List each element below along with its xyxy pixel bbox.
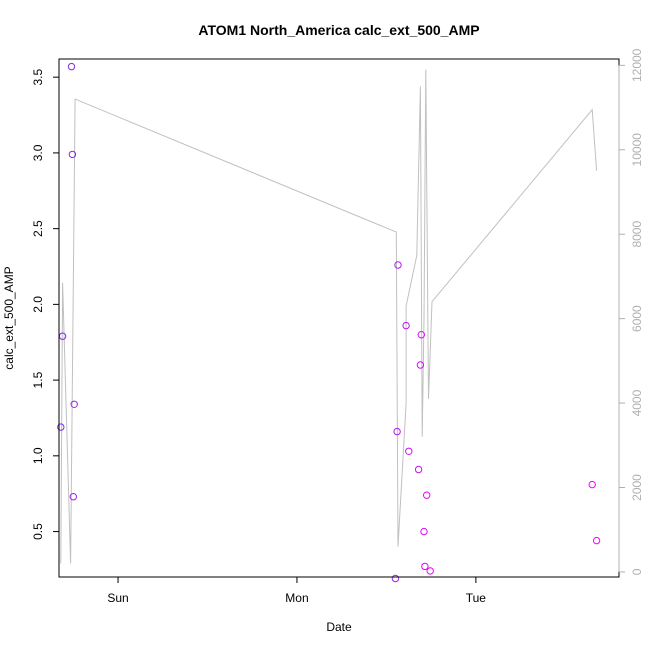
y2-tick-label: 2000 — [630, 474, 644, 501]
x-axis: Sun Mon Tue — [107, 576, 487, 605]
y-tick-label: 3.0 — [31, 144, 45, 161]
y-tick-label: 2.5 — [31, 220, 45, 237]
data-point — [423, 491, 431, 499]
x-tick-label: Sun — [107, 591, 128, 605]
data-point — [402, 321, 410, 330]
y-tick-label: 0.5 — [31, 523, 45, 540]
data-point — [68, 150, 77, 159]
data-point — [391, 574, 400, 583]
data-point — [426, 567, 434, 575]
chart-title: ATOM1 North_America calc_ext_500_AMP — [198, 22, 479, 38]
data-point — [57, 423, 65, 431]
data-point — [69, 493, 78, 501]
data-point — [592, 536, 601, 545]
data-point — [394, 261, 402, 269]
data-point — [421, 562, 429, 571]
y-tick-label: 1.0 — [31, 447, 45, 464]
y-tick-label: 3.5 — [31, 69, 45, 86]
y-axis-left: 0.5 1.0 1.5 2.0 2.5 3.0 3.5 — [31, 69, 60, 540]
data-point — [414, 465, 423, 474]
data-point — [588, 480, 596, 489]
y2-tick-label: 4000 — [630, 389, 644, 416]
y-axis-title: calc_ext_500_AMP — [2, 266, 16, 369]
series-line — [60, 69, 598, 564]
plot-frame — [58, 58, 620, 578]
data-point — [70, 400, 78, 408]
data-point — [417, 331, 425, 339]
y2-tick-label: 6000 — [630, 305, 644, 332]
x-axis-title: Date — [326, 620, 352, 634]
x-tick-label: Mon — [285, 591, 308, 605]
data-point — [393, 427, 401, 436]
y-tick-label: 1.5 — [31, 371, 45, 388]
data-point — [67, 62, 76, 71]
data-point — [420, 527, 428, 536]
data-point — [416, 361, 425, 369]
points-layer — [57, 62, 601, 583]
series-line-layer — [60, 69, 598, 564]
y-axis-right: 0 2000 4000 6000 8000 10000 12000 — [618, 48, 644, 575]
y2-tick-label: 12000 — [630, 48, 644, 82]
data-point — [405, 447, 413, 455]
y2-tick-label: 10000 — [630, 133, 644, 167]
y2-tick-label: 8000 — [630, 221, 644, 248]
x-tick-label: Tue — [466, 591, 487, 605]
y2-tick-label: 0 — [630, 568, 644, 575]
y-tick-label: 2.0 — [31, 296, 45, 313]
